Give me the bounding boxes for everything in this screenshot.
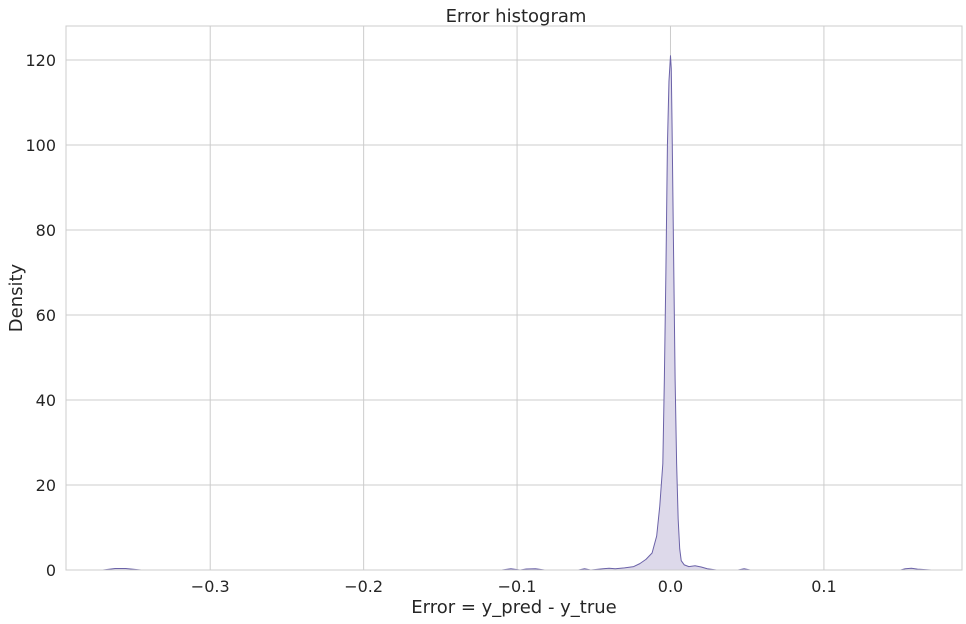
plot-frame [65, 25, 963, 571]
y-axis-title: Density [6, 263, 27, 332]
x-tick-label: −0.1 [498, 577, 537, 596]
y-tick-labels: 0 20 40 60 80 100 120 [25, 51, 56, 580]
y-tick-label: 100 [25, 136, 56, 155]
x-axis-title: Error = y_pred - y_true [411, 597, 617, 618]
x-tick-label: 0.0 [658, 577, 683, 596]
x-tick-label: −0.3 [191, 577, 230, 596]
y-tick-label: 20 [36, 476, 56, 495]
y-tick-label: 0 [46, 561, 56, 580]
chart-title: Error histogram [446, 6, 587, 27]
y-tick-label: 40 [36, 391, 56, 410]
y-tick-label: 80 [36, 221, 56, 240]
x-tick-labels: −0.3 −0.2 −0.1 0.0 0.1 [191, 577, 837, 596]
x-tick-label: −0.2 [344, 577, 383, 596]
grid-layer [66, 26, 962, 571]
y-tick-label: 120 [25, 51, 56, 70]
y-tick-label: 60 [36, 306, 56, 325]
x-tick-label: 0.1 [811, 577, 836, 596]
